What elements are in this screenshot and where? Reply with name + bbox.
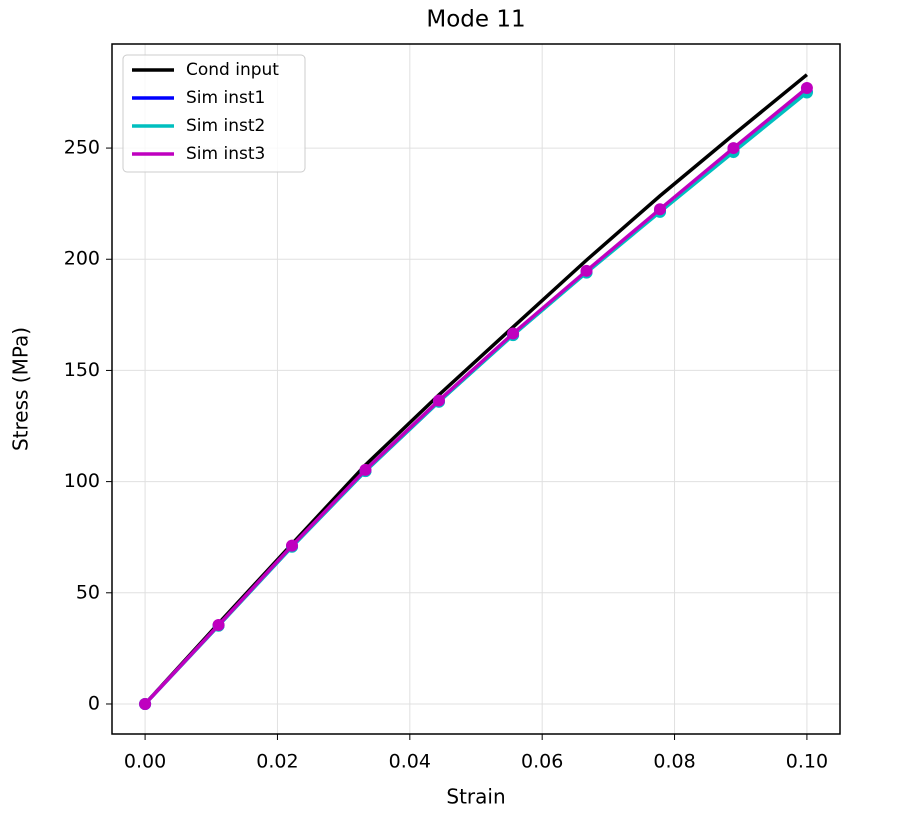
x-tick-label: 0.04 <box>389 751 431 773</box>
legend-label: Sim inst3 <box>186 144 265 164</box>
y-tick-label: 0 <box>88 692 100 714</box>
point <box>580 264 593 277</box>
plot-frame <box>111 43 841 735</box>
point <box>727 142 740 155</box>
y-tick-label: 250 <box>64 137 100 159</box>
point <box>212 619 225 632</box>
x-tick-label: 0.08 <box>653 751 695 773</box>
series-line <box>143 91 809 706</box>
series-line <box>143 90 809 706</box>
x-tick-label: 0.06 <box>521 751 563 773</box>
point <box>359 463 372 476</box>
point <box>432 394 445 407</box>
y-tick-label: 200 <box>64 248 100 270</box>
legend-label: Cond input <box>186 60 279 80</box>
chart-title: Mode 11 <box>426 7 525 33</box>
point <box>507 327 520 340</box>
y-tick-label: 50 <box>76 581 100 603</box>
legend: Cond input Sim inst1 Sim inst2 Sim inst3 <box>122 54 306 173</box>
y-tick-label: 150 <box>64 359 100 381</box>
legend-box <box>122 54 306 173</box>
legend-label: Sim inst2 <box>186 116 265 136</box>
x-tick-label: 0.00 <box>124 751 166 773</box>
x-tick-label: 0.10 <box>786 751 828 773</box>
x-axis-label: Strain <box>446 785 505 809</box>
x-tick-label: 0.02 <box>256 751 298 773</box>
point <box>653 203 666 216</box>
y-axis-label: Stress (MPa) <box>9 327 33 451</box>
point <box>286 539 299 552</box>
series-line <box>143 86 809 706</box>
legend-label: Sim inst1 <box>186 88 265 108</box>
y-tick-label: 100 <box>64 470 100 492</box>
point <box>800 82 813 95</box>
point <box>139 697 152 710</box>
